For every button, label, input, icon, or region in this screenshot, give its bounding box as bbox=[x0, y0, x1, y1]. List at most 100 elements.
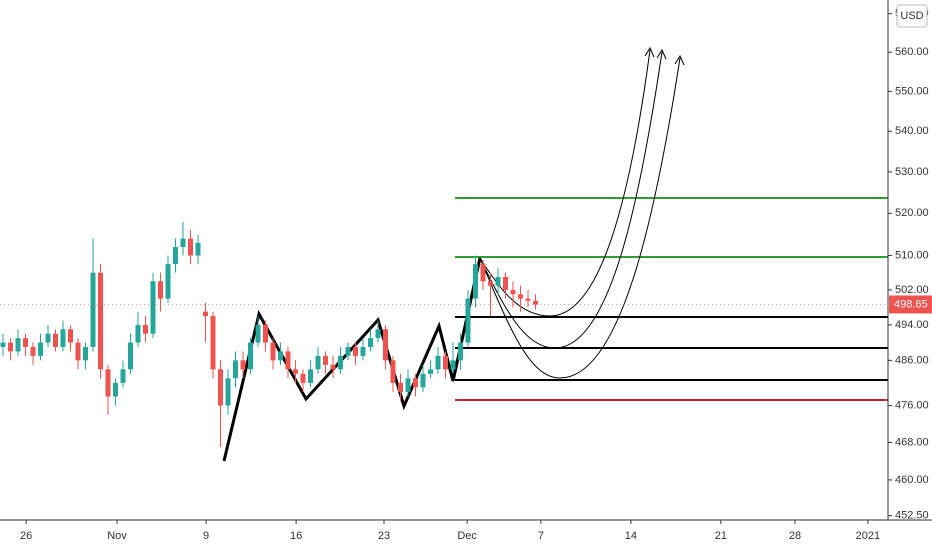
candle-body bbox=[233, 360, 238, 379]
candle-body bbox=[218, 369, 223, 406]
candle-body bbox=[203, 311, 208, 317]
candle-body bbox=[383, 329, 388, 361]
candle-body bbox=[195, 242, 201, 256]
candle-body bbox=[23, 338, 28, 347]
candle-body bbox=[173, 247, 178, 265]
candle-body bbox=[375, 329, 381, 339]
y-tick-label: 540.00 bbox=[895, 125, 929, 137]
candle-body bbox=[143, 324, 148, 334]
y-tick-label: 494.00 bbox=[895, 319, 929, 331]
candle-body bbox=[353, 346, 358, 356]
candle-body bbox=[488, 281, 493, 286]
candle-body bbox=[518, 294, 523, 299]
x-tick-label: 7 bbox=[538, 530, 544, 542]
x-tick-label: 23 bbox=[378, 530, 390, 542]
candle-body bbox=[188, 238, 193, 256]
candle-body bbox=[8, 342, 13, 352]
y-tick-label: 476.00 bbox=[895, 399, 929, 411]
last-price-box bbox=[889, 295, 932, 314]
candle-body bbox=[53, 333, 58, 347]
candle-body bbox=[390, 360, 396, 383]
candle-body bbox=[38, 342, 43, 356]
y-tick-label: 502.00 bbox=[895, 284, 929, 296]
candle-body bbox=[345, 346, 351, 356]
candle-body bbox=[225, 378, 231, 406]
y-tick-label: 520.00 bbox=[895, 207, 929, 219]
candle-body bbox=[0, 342, 6, 347]
candle-body bbox=[495, 276, 501, 286]
candle-body bbox=[210, 316, 216, 370]
candle-body bbox=[308, 369, 313, 383]
candle-body bbox=[465, 298, 471, 343]
candle-body bbox=[60, 329, 66, 347]
candle-body bbox=[435, 355, 441, 370]
candle-body bbox=[90, 272, 96, 347]
currency-box bbox=[896, 4, 928, 28]
candle-body bbox=[450, 360, 456, 370]
candle-body bbox=[15, 338, 21, 352]
y-tick-label: 530.00 bbox=[895, 166, 929, 178]
candle-body bbox=[30, 346, 36, 356]
x-tick-label: Dec bbox=[457, 530, 477, 542]
candle-body bbox=[270, 342, 276, 361]
x-tick-label: 14 bbox=[625, 530, 637, 542]
projection-arc bbox=[479, 51, 663, 349]
candle-body bbox=[315, 355, 321, 370]
candle-body bbox=[533, 300, 538, 305]
arrow-head bbox=[644, 46, 685, 66]
candle-body bbox=[240, 360, 246, 370]
candle-body bbox=[458, 342, 463, 361]
y-tick-label: 560.00 bbox=[895, 46, 929, 58]
candles bbox=[0, 221, 538, 448]
x-tick-label: 26 bbox=[20, 530, 32, 542]
candle-body bbox=[105, 369, 111, 397]
candle-body bbox=[75, 342, 81, 361]
x-tick-label: 28 bbox=[789, 530, 801, 542]
candle-body bbox=[510, 289, 516, 295]
candle-body bbox=[525, 298, 531, 301]
candle-body bbox=[278, 351, 283, 361]
y-tick-label: 510.00 bbox=[895, 249, 929, 261]
candle-body bbox=[413, 378, 418, 388]
candle-body bbox=[83, 346, 88, 361]
y-tick-label: 468.00 bbox=[895, 436, 929, 448]
candle-body bbox=[45, 333, 51, 343]
y-tick-label: 452.50 bbox=[895, 510, 929, 522]
candle-body bbox=[180, 238, 186, 248]
candle-body bbox=[285, 351, 291, 370]
y-tick-label: 460.00 bbox=[895, 474, 929, 486]
candle-body bbox=[338, 355, 343, 370]
candle-body bbox=[68, 329, 73, 343]
candle-body bbox=[98, 272, 103, 370]
candle-body bbox=[398, 382, 403, 392]
candle-body bbox=[368, 338, 373, 347]
candle-body bbox=[128, 342, 133, 370]
candle-body bbox=[135, 324, 141, 343]
candle-body bbox=[150, 281, 156, 334]
candle-body bbox=[420, 373, 426, 388]
x-tick-label: 2021 bbox=[856, 530, 880, 542]
y-tick-label: 486.00 bbox=[895, 354, 929, 366]
candle-body bbox=[330, 364, 336, 370]
candle-body bbox=[255, 324, 261, 343]
candle-body bbox=[473, 264, 478, 299]
candle-body bbox=[165, 264, 171, 299]
candle-body bbox=[300, 373, 306, 383]
x-tick-label: 21 bbox=[715, 530, 727, 542]
candle-body bbox=[405, 378, 411, 392]
candle-body bbox=[428, 369, 433, 374]
last-price-label: 498.65 bbox=[894, 298, 928, 310]
x-tick-label: 16 bbox=[290, 530, 302, 542]
x-tick-label: 9 bbox=[203, 530, 209, 542]
x-tick-label: Nov bbox=[107, 530, 127, 542]
candle-body bbox=[120, 369, 126, 383]
projection-arc bbox=[479, 57, 681, 379]
candle-body bbox=[248, 342, 253, 370]
candle-body bbox=[293, 369, 298, 374]
candle-body bbox=[480, 264, 486, 282]
y-tick-label: 550.00 bbox=[895, 85, 929, 97]
candle-body bbox=[263, 324, 268, 343]
candle-body bbox=[443, 355, 448, 370]
